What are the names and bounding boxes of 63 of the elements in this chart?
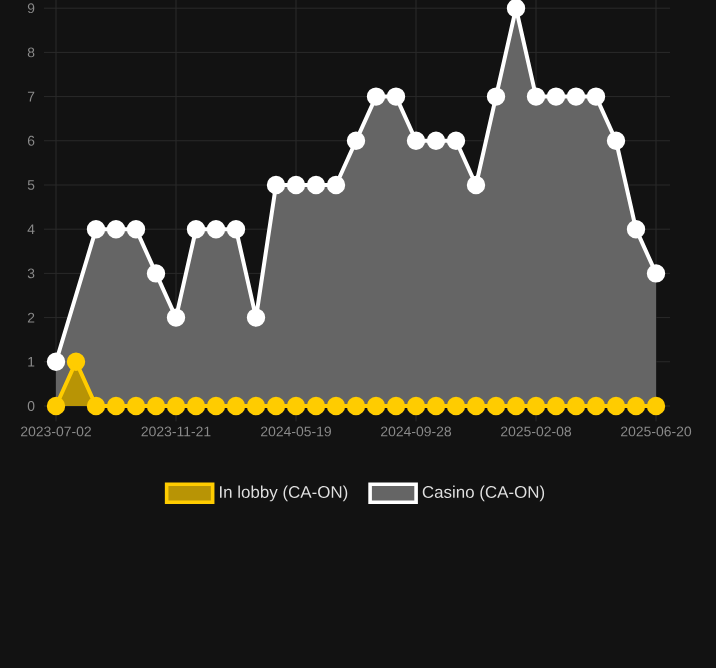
point: [286, 396, 306, 416]
legend-label: In lobby (CA-ON): [220, 485, 348, 502]
point: [586, 396, 606, 416]
point: [306, 175, 326, 195]
point: [466, 175, 486, 195]
point: [566, 87, 586, 106]
point: [126, 396, 146, 416]
point: [406, 396, 426, 416]
point: [326, 175, 346, 195]
point: [126, 219, 146, 239]
point: [46, 352, 66, 371]
point: [446, 396, 466, 416]
point: [426, 396, 446, 416]
point: [566, 396, 586, 416]
point: [486, 87, 506, 106]
point: [166, 396, 186, 416]
point: [346, 396, 366, 416]
point: [266, 175, 286, 195]
point: [366, 87, 386, 106]
point: [186, 219, 206, 239]
point: [446, 131, 466, 150]
point: [506, 396, 526, 416]
point: [106, 396, 126, 416]
point: [86, 219, 106, 239]
point: [426, 131, 446, 150]
point: [606, 131, 626, 150]
point: [386, 87, 406, 106]
point: [606, 396, 626, 416]
point: [526, 87, 546, 106]
point: [626, 219, 646, 239]
point: [626, 396, 646, 416]
point: [166, 308, 186, 327]
point: [346, 131, 366, 150]
point: [226, 219, 246, 239]
point: [386, 396, 406, 416]
point: [106, 219, 126, 239]
point: [506, 0, 526, 18]
point: [46, 396, 66, 416]
point: [186, 396, 206, 416]
point: [146, 396, 166, 416]
point: [286, 175, 306, 195]
point: [586, 87, 606, 106]
point: [546, 87, 566, 106]
point: [306, 396, 326, 416]
point: [246, 396, 266, 416]
point: [526, 396, 546, 416]
point: [266, 396, 286, 416]
point: [66, 352, 86, 371]
point: [246, 308, 266, 327]
point: [546, 396, 566, 416]
point: [406, 131, 426, 150]
point: [646, 396, 666, 416]
point: [486, 396, 506, 416]
point: [206, 396, 226, 416]
point: [466, 396, 486, 416]
point: [206, 219, 226, 239]
point: [366, 396, 386, 416]
point: [86, 396, 106, 416]
point: [326, 396, 346, 416]
point: [646, 264, 666, 283]
legend-label: Casino (CA-ON): [422, 485, 545, 502]
point: [226, 396, 246, 416]
point: [146, 264, 166, 283]
